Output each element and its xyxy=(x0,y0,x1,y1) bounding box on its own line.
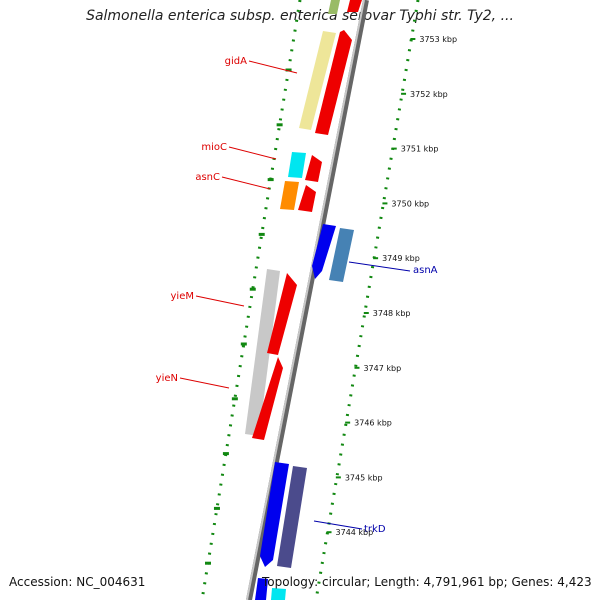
cds-asnA-blue[interactable] xyxy=(312,224,336,279)
gene-label-gidA[interactable]: gidA xyxy=(225,56,247,67)
topology-text: Topology: circular; Length: 4,791,961 bp… xyxy=(262,575,592,589)
cds-gidA[interactable] xyxy=(315,30,352,135)
left-minor-ticks xyxy=(205,68,292,565)
cds-yieM[interactable] xyxy=(267,273,297,355)
kbp-tick-label: 3749 kbp xyxy=(382,254,420,263)
gc-skew-track-right xyxy=(314,0,420,600)
gidA-leader xyxy=(248,60,298,74)
cds-trkD-blue[interactable] xyxy=(260,462,289,567)
gene-label-mioC[interactable]: mioC xyxy=(201,142,227,153)
kbp-tick-label: 3753 kbp xyxy=(419,35,457,44)
kbp-tick-label: 3744 kbp xyxy=(336,528,374,537)
asnC-leader xyxy=(221,176,271,190)
gene-gidA-feature[interactable] xyxy=(299,31,336,130)
gene-label-asnC[interactable]: asnC xyxy=(195,172,220,183)
gene-yellow-top-small[interactable] xyxy=(328,0,340,14)
gene-bottom-cyan[interactable] xyxy=(271,588,286,600)
asnA-leader xyxy=(348,261,411,272)
cds-top-red[interactable] xyxy=(347,0,362,12)
cds-asnC[interactable] xyxy=(298,185,316,212)
gene-asnC-feature[interactable] xyxy=(280,181,299,210)
kbp-tick-label: 3751 kbp xyxy=(401,145,439,154)
kbp-scale: 3753 kbp 3752 kbp 3751 kbp 3750 kbp 3749 kbp… xyxy=(326,35,457,537)
kbp-tick-label: 3752 kbp xyxy=(410,90,448,99)
cds-yieN[interactable] xyxy=(252,357,283,440)
yieN-leader xyxy=(179,377,230,389)
accession-text: Accession: NC_004631 xyxy=(9,575,146,589)
forward-strand-features xyxy=(260,224,354,568)
chromosome-backbone-highlight xyxy=(246,0,365,600)
gene-label-asnA[interactable]: asnA xyxy=(413,265,438,276)
gene-labels: gidA mioC asnC asnA yieM yieN trkD xyxy=(156,56,438,535)
trkD-leader xyxy=(313,520,363,530)
map-title: Salmonella enterica subsp. enterica sero… xyxy=(86,8,514,24)
yieM-leader xyxy=(195,295,245,307)
kbp-tick-label: 3745 kbp xyxy=(345,473,383,482)
gene-label-yieM[interactable]: yieM xyxy=(171,291,194,302)
kbp-tick-label: 3747 kbp xyxy=(363,364,401,373)
gene-mioC-feature[interactable] xyxy=(288,152,306,178)
cds-mioC[interactable] xyxy=(305,155,322,182)
gene-label-trkD[interactable]: trkD xyxy=(364,524,386,535)
mioC-leader xyxy=(228,146,277,160)
label-leaders xyxy=(179,60,411,530)
gene-label-yieN[interactable]: yieN xyxy=(156,373,178,384)
kbp-tick-label: 3746 kbp xyxy=(354,419,392,428)
gc-skew-track-left xyxy=(200,0,302,600)
gene-yieM-feature[interactable] xyxy=(245,269,280,436)
cds-bottom-small[interactable] xyxy=(255,578,268,600)
gene-asnA-feature[interactable] xyxy=(329,228,354,282)
gene-trkD-feature[interactable] xyxy=(277,466,307,568)
kbp-tick-label: 3748 kbp xyxy=(373,309,411,318)
reverse-strand-features xyxy=(245,0,362,600)
chromosome-backbone xyxy=(246,0,369,600)
kbp-tick-label: 3750 kbp xyxy=(391,199,429,208)
